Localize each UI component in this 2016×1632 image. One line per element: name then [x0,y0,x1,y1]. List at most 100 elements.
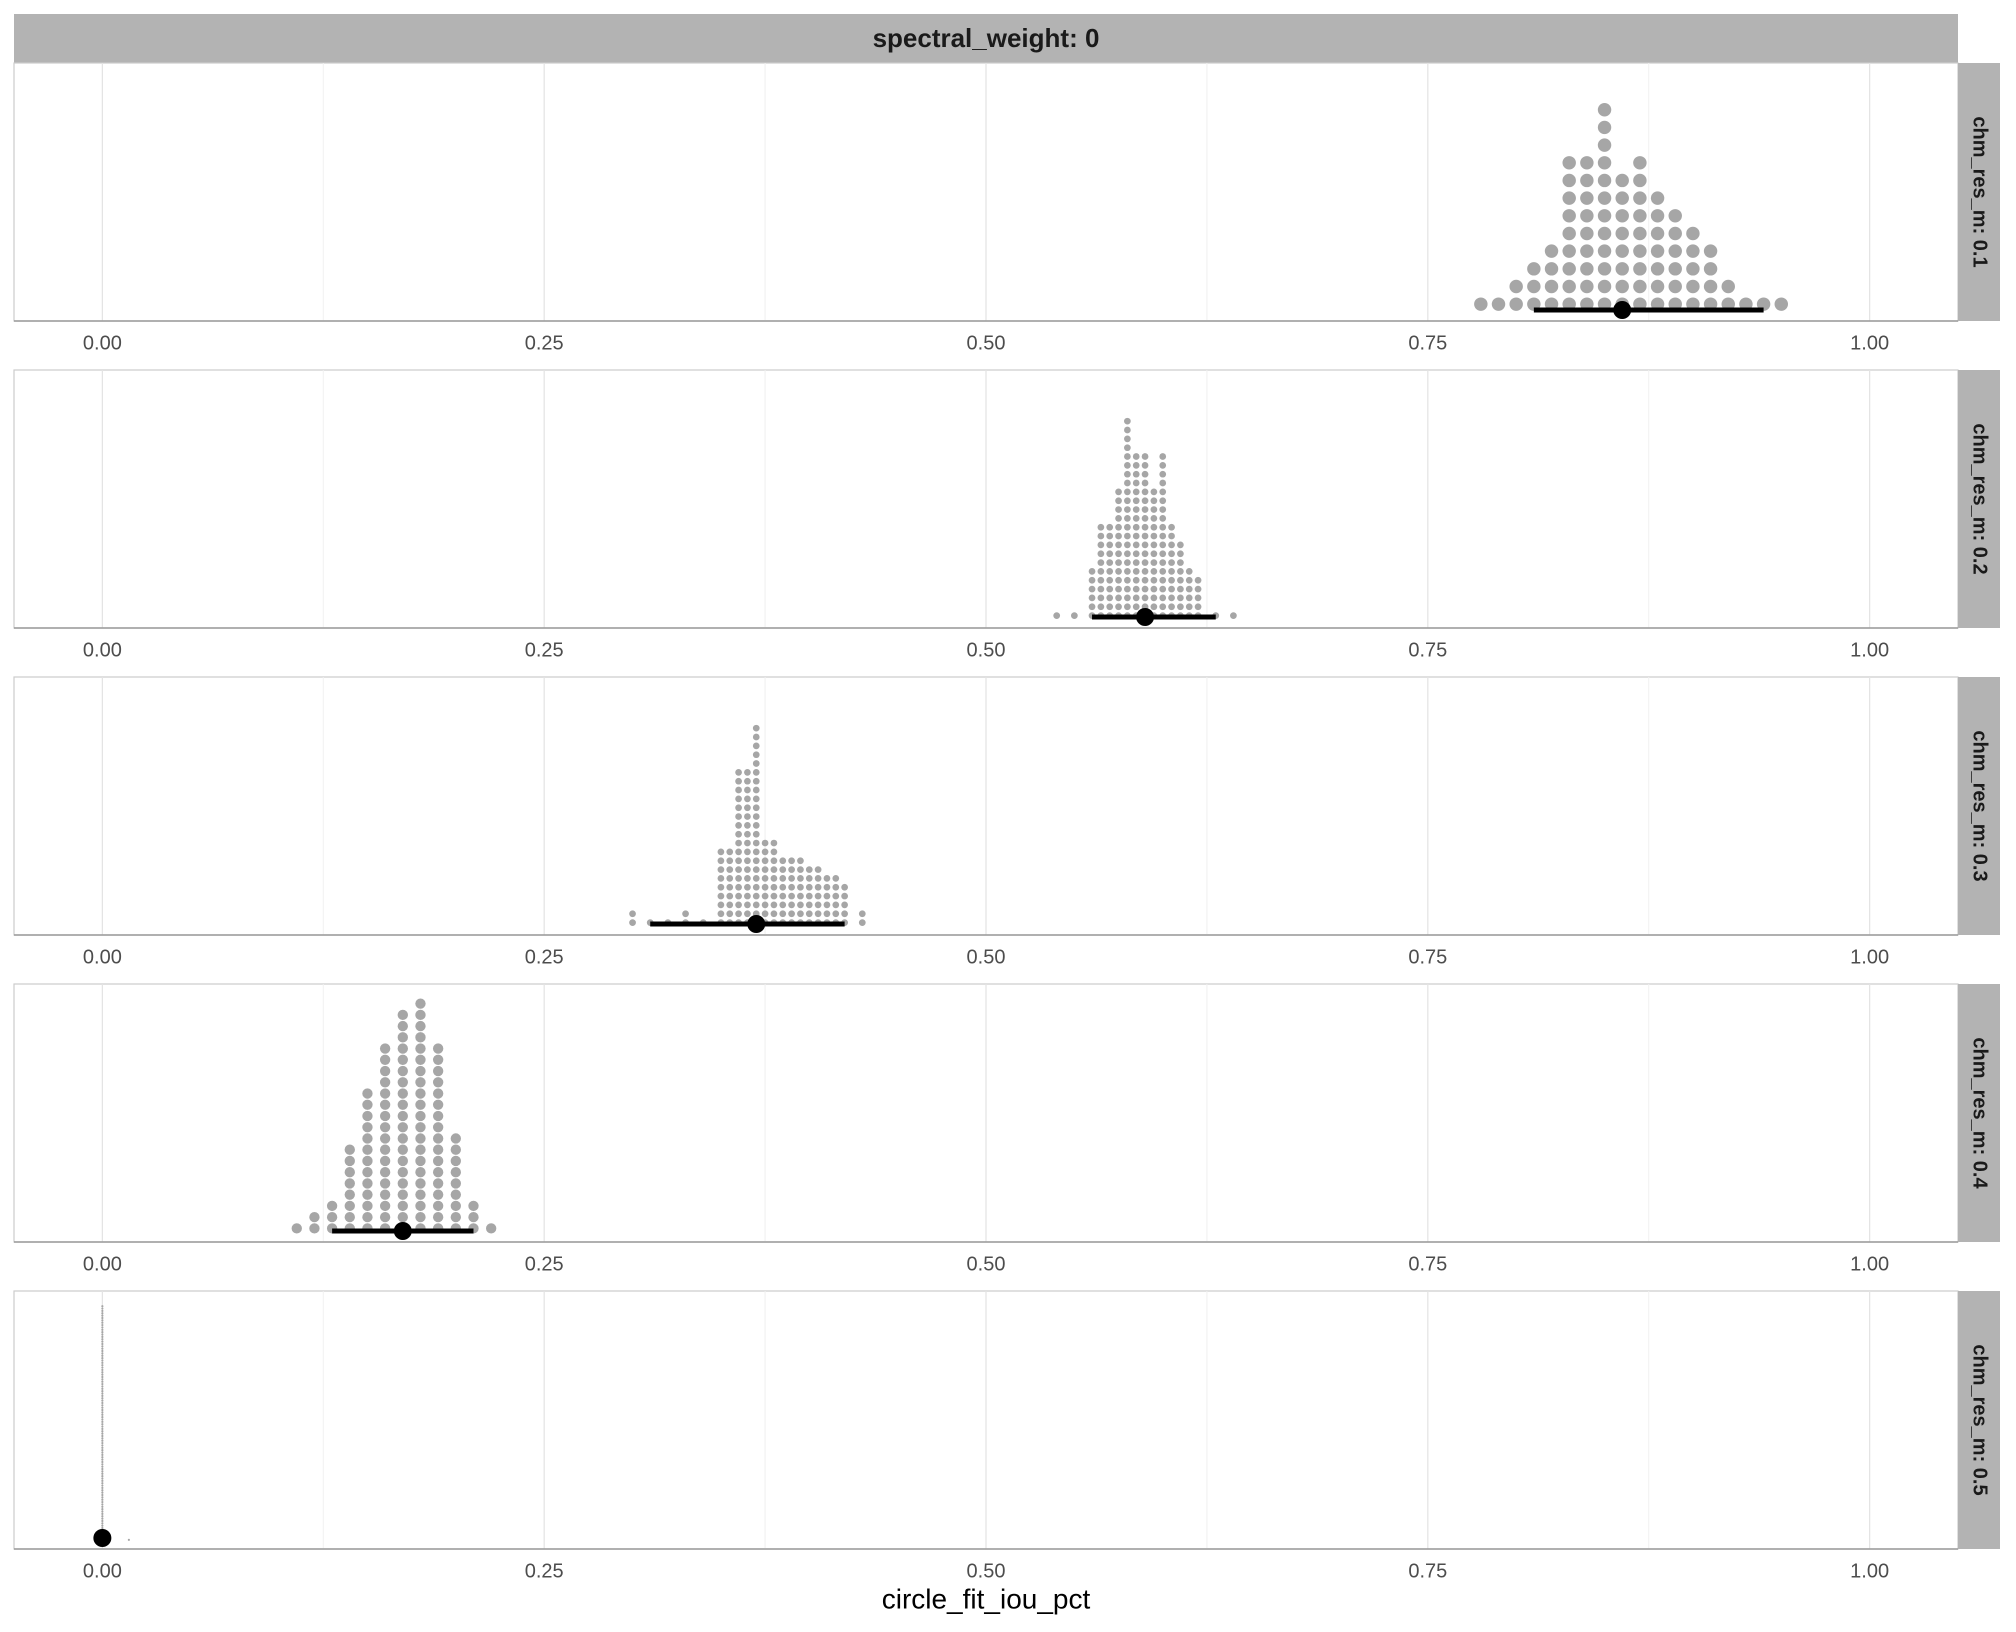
dot [415,1088,426,1099]
dot [1141,532,1149,540]
dot [101,1437,104,1440]
dot [1703,262,1718,276]
dot [735,795,742,803]
dot [415,1077,426,1088]
dot [744,910,751,918]
dot [379,1054,391,1065]
dot [379,1133,391,1144]
dot [832,875,840,882]
dot [1124,435,1131,443]
dot [1150,523,1158,531]
dot [814,901,822,909]
dot [752,822,760,829]
dot [397,1020,408,1032]
dot [1159,462,1167,469]
dot [101,1427,104,1430]
dot [823,892,831,900]
dot [1159,550,1167,558]
dot [1580,191,1594,205]
dot [101,1482,104,1485]
dot [1124,603,1131,611]
dot [344,1189,355,1200]
dot [1177,576,1184,584]
dot [1115,523,1122,531]
dot [1597,173,1612,188]
dot [101,1479,104,1482]
dot [432,1122,444,1133]
dot [770,857,778,865]
dot [779,866,787,873]
dot [1097,532,1105,540]
dot [752,839,760,847]
dot [101,1484,104,1487]
dot [432,1065,444,1077]
dot [1088,576,1096,584]
dot [1097,541,1105,549]
dot [744,769,751,776]
dot [101,1496,104,1499]
dot [1615,209,1629,223]
dot [397,1099,408,1110]
dot [770,839,778,847]
dot [1194,603,1202,611]
dot [1562,244,1576,258]
dot [415,1189,426,1200]
dot-column [1509,279,1523,311]
median-point [1613,301,1632,319]
dot [1115,515,1122,522]
dot [101,1340,104,1343]
dot [415,1043,426,1054]
dot [1097,603,1105,611]
dot [1141,568,1149,575]
dot [432,1167,444,1178]
dot [379,1099,391,1110]
dot [752,830,760,838]
dot-column [485,1223,497,1234]
dot-column [858,910,866,926]
dot [1141,488,1149,496]
dot [101,1385,104,1388]
dot-column [1527,262,1541,311]
dot [1106,594,1114,602]
dot [1124,506,1131,513]
dot [1132,523,1140,531]
dot [726,848,734,856]
dot [1562,191,1576,205]
dot [735,892,742,900]
dot [1150,550,1158,558]
dot [770,848,778,856]
dot [309,1211,320,1223]
dot [823,883,831,891]
dot [726,875,734,882]
dot [744,848,751,856]
dot [1115,541,1122,549]
dot [1115,576,1122,584]
dot [397,1032,408,1043]
dot [432,1133,444,1144]
dot [101,1319,104,1322]
x-tick-label: 0.75 [1408,639,1447,661]
dot [379,1144,391,1155]
dot [744,813,751,820]
dot [805,892,813,900]
dot [450,1133,461,1144]
dot-column [1597,103,1612,311]
median-point [393,1222,412,1240]
dot [1132,559,1140,566]
dot [1106,550,1114,558]
dot [415,1178,426,1189]
dot [1633,191,1647,205]
dot-column [1633,156,1647,311]
dot [1185,585,1193,593]
dot [309,1223,320,1234]
dot [797,866,804,873]
dot [101,1510,104,1513]
dot [1668,279,1682,294]
dot [1668,226,1682,241]
x-tick-label: 0.00 [83,1560,122,1582]
facet-label: chm_res_m: 0.4 [1969,1037,1991,1189]
dot [1597,226,1612,241]
dot [379,1178,391,1189]
dot [101,1394,104,1397]
dot [717,848,725,856]
